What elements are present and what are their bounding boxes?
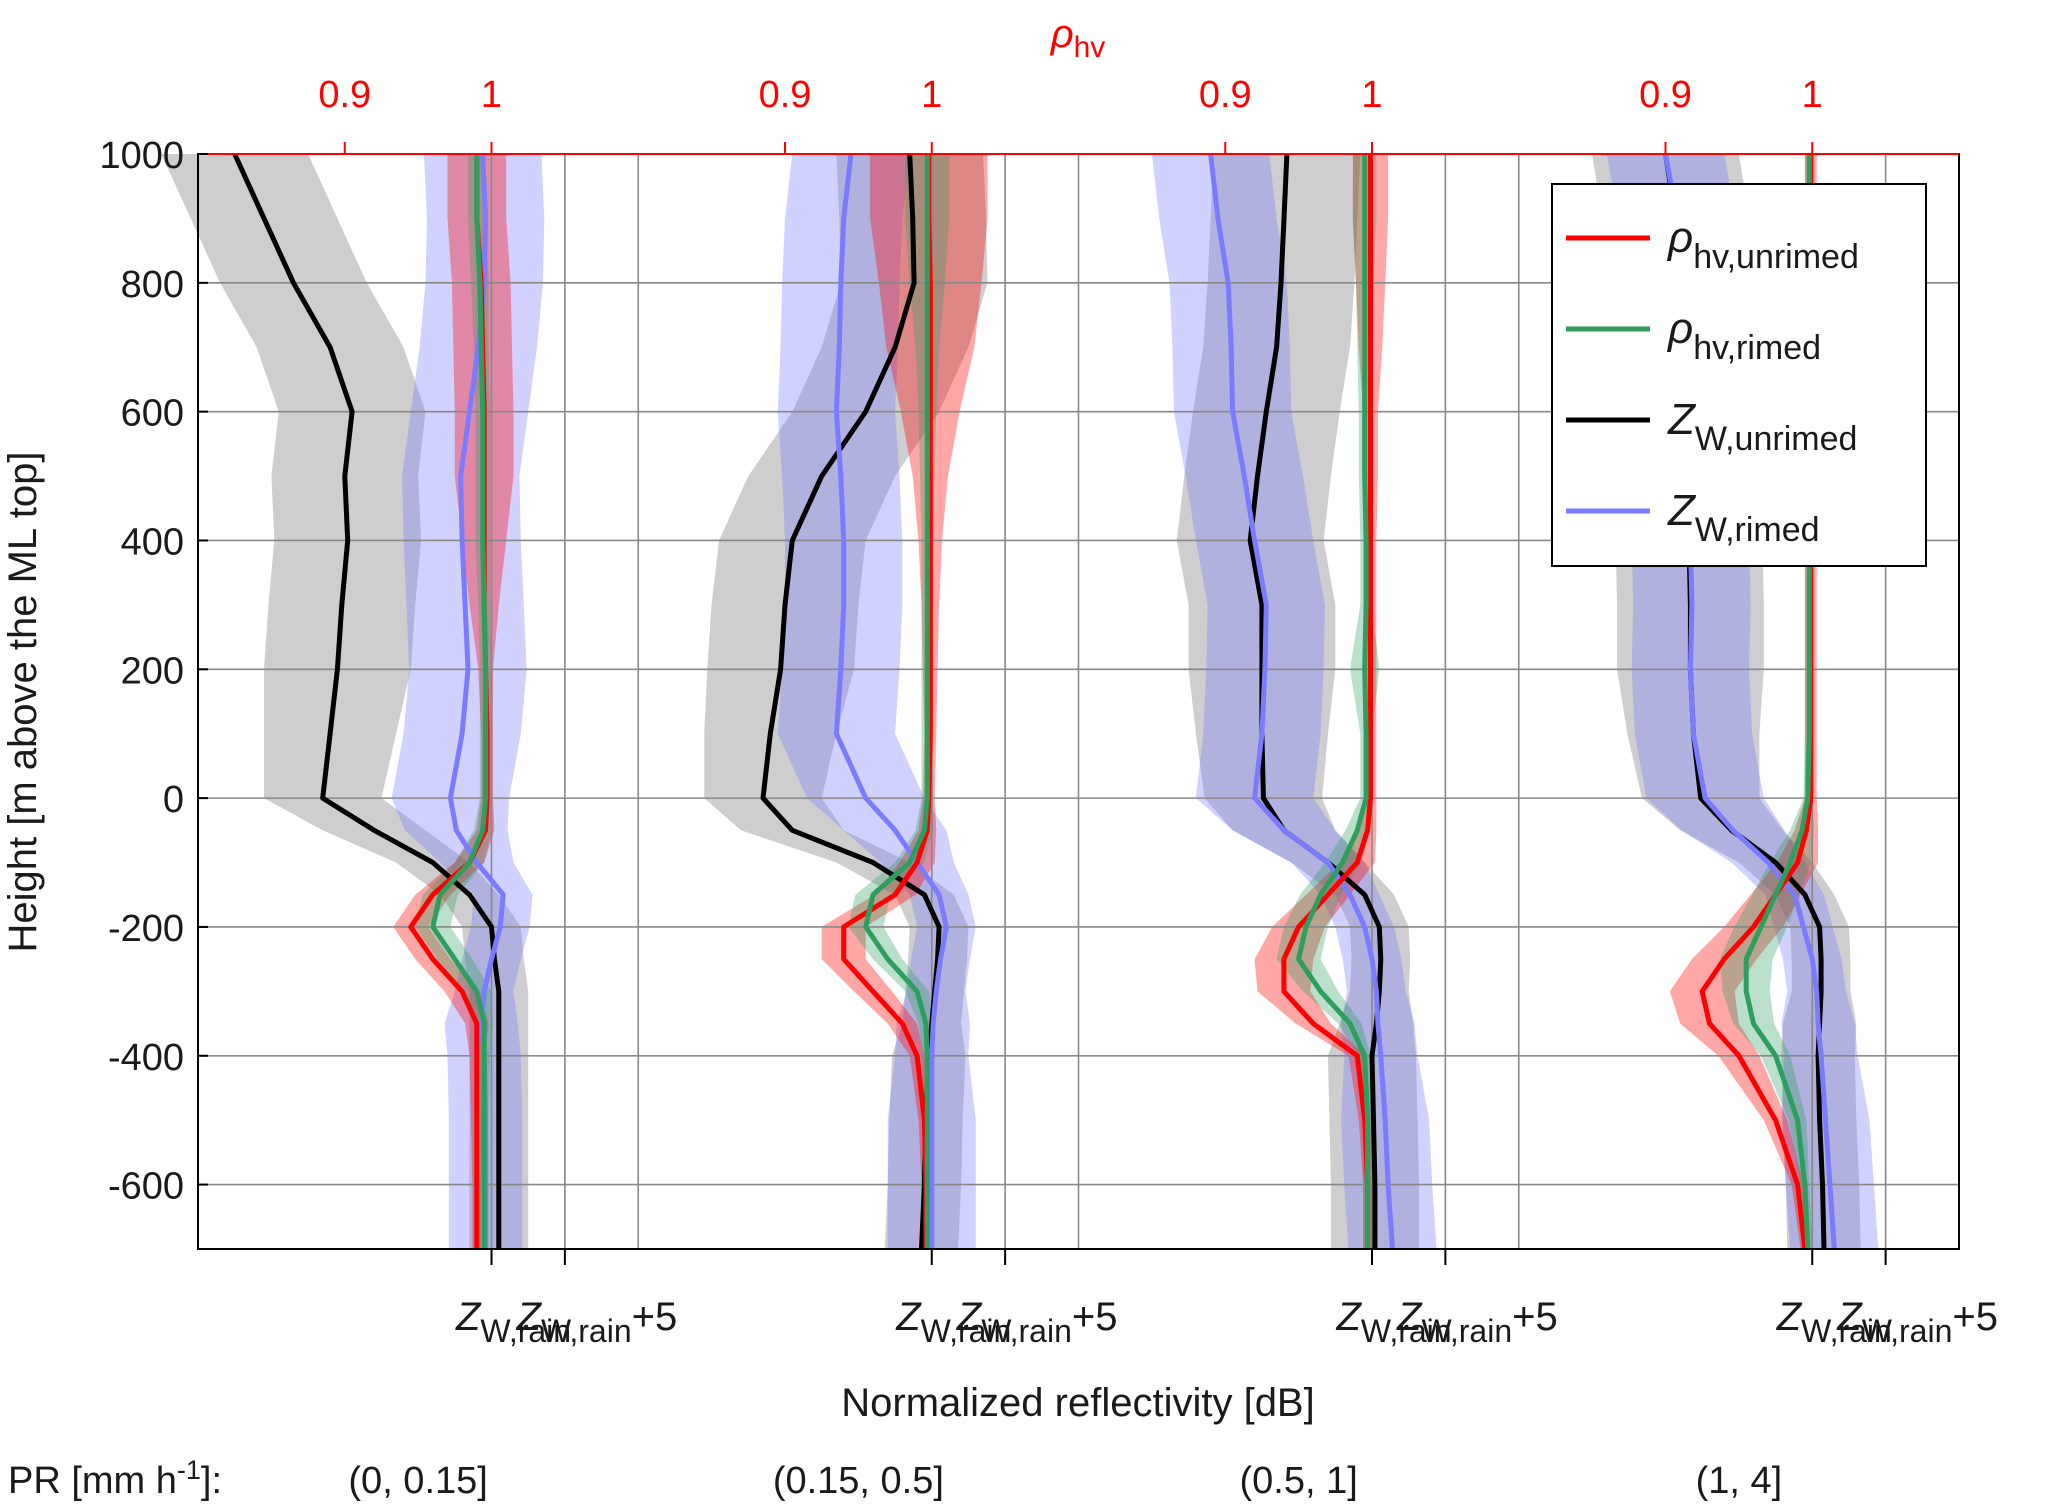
legend-entry: ρhv,rimed [1666,304,1821,367]
x-tick-label-main: Z [1836,1295,1863,1339]
series-lines [232,152,1837,1250]
zw-unrimed-band [704,154,988,1249]
zw-rimed-band [777,154,976,1249]
y-tick-label: -400 [108,1037,184,1079]
y-tick-label: -600 [108,1166,184,1208]
zw-rimed-line [833,153,949,1249]
legend-entry: ρhv,unrimed [1666,213,1859,276]
pr-class-label: (0.5, 1] [1239,1460,1357,1502]
zw-unrimed-band [161,154,529,1249]
legend-entry-sub: W,unrimed [1695,420,1858,458]
y-tick-label: 200 [121,650,184,692]
legend-entry-main: ρ [1666,304,1693,353]
y-tick-label: 800 [121,264,184,306]
x-tick-label-sub: W,rain [480,1313,571,1349]
legend-entry: ZW,rimed [1667,486,1820,549]
zw-rimed-band [391,154,545,1249]
x-tick-label: ZW,rain+5 [1836,1295,1998,1349]
x-tick-label: ZW,rain [895,1295,1011,1349]
rho-rimed-band [1276,154,1380,1249]
pr-class-label: (1, 4] [1696,1460,1783,1502]
y-axis-title: Height [m above the ML top] [1,451,45,952]
x-tick-label: ZW,rain+5 [516,1295,678,1349]
rho-rimed-band [848,154,950,1249]
x-tick-label-main: Z [1396,1295,1423,1339]
x-tick-label-suffix: +5 [1512,1295,1558,1339]
top-axis-title: ρhv [1050,12,1106,64]
y-tick-label: -200 [108,908,184,950]
x-tick-label-suffix: +5 [1952,1295,1998,1339]
axes: 10008006004002000-200-400-600ZW,rainZW,r… [99,74,1998,1349]
top-tick-label: 0.9 [1199,74,1252,116]
x-tick-label-main: Z [516,1295,543,1339]
top-tick-label: 1 [1802,74,1823,116]
pr-label-exp: -1 [177,1455,201,1485]
top-tick-label: 1 [921,74,942,116]
rho-unrimed-band [821,154,988,1249]
legend-entry-sub: hv,rimed [1693,329,1821,367]
legend-box [1551,183,1927,567]
x-tick-label-sub: W,rain [1421,1313,1512,1349]
x-tick-label-main: Z [455,1295,482,1339]
top-tick-label: 0.9 [759,74,812,116]
x-axis-title: Normalized reflectivity [dB] [841,1381,1314,1425]
legend-entry-main: Z [1667,486,1697,535]
x-tick-label-sub: W,rain [541,1313,632,1349]
pr-class-label: (0, 0.15] [348,1460,487,1502]
y-tick-label: 1000 [99,135,184,177]
rho-rimed-line [1296,154,1371,1249]
rho-rimed-band [415,154,493,1249]
top-tick-label: 0.9 [318,74,371,116]
top-tick-label: 0.9 [1639,74,1692,116]
top-tick-label: 1 [481,74,502,116]
pr-label-prefix: PR [mm h [8,1460,177,1502]
rho-rimed-band [1719,154,1814,1249]
x-tick-label: ZW,rain+5 [1396,1295,1558,1349]
x-tick-label-sub: W,rain [921,1313,1012,1349]
x-tick-label-sub: W,rain [1361,1313,1452,1349]
zw-rimed-band [1151,154,1437,1249]
x-tick-label-sub: W,rain [1801,1313,1892,1349]
legend-entry-sub: hv,unrimed [1693,238,1859,276]
pr-label-suffix: ]: [201,1460,222,1502]
pr-label: PR [mm h-1]: [8,1455,222,1502]
pr-class-label: (0.15, 0.5] [773,1460,944,1502]
x-tick-label-main: Z [956,1295,983,1339]
zw-rimed-line [1208,153,1395,1250]
x-tick-label: ZW,rain [1335,1295,1451,1349]
x-tick-label-suffix: +5 [1072,1295,1118,1339]
zw-unrimed-line [232,152,502,1249]
x-tick-label-sub: W,rain [1862,1313,1953,1349]
legend-entry-main: ρ [1666,213,1693,262]
rho-unrimed-line [1281,154,1373,1249]
y-tick-label: 600 [121,393,184,435]
top-axis-title-sub: hv [1074,31,1106,64]
y-tick-label: 0 [163,779,184,821]
x-tick-label-sub: W,rain [981,1313,1072,1349]
top-axis-title-main: ρ [1050,12,1074,56]
rho-rimed-line [430,154,489,1249]
legend-entry: ZW,unrimed [1667,395,1857,458]
pr-classes: (0, 0.15] (0.15, 0.5] (0.5, 1] (1, 4] [348,1460,1782,1502]
x-tick-label: ZW,rain [455,1295,571,1349]
zw-unrimed-line [1247,153,1384,1249]
y-tick-label: 400 [121,521,184,563]
x-tick-label-suffix: +5 [632,1295,678,1339]
legend-entry-main: Z [1667,395,1697,444]
x-tick-label: ZW,rain [1776,1295,1892,1349]
x-tick-label-main: Z [1335,1295,1362,1339]
rho-unrimed-band [1254,154,1389,1249]
top-tick-label: 1 [1361,74,1382,116]
rho-unrimed-band [1669,154,1819,1249]
x-tick-label-main: Z [1776,1295,1803,1339]
x-tick-label: ZW,rain+5 [956,1295,1118,1349]
legend-entry-sub: W,rimed [1695,511,1820,549]
x-tick-label-main: Z [895,1295,922,1339]
rho-rimed-line [863,154,930,1249]
